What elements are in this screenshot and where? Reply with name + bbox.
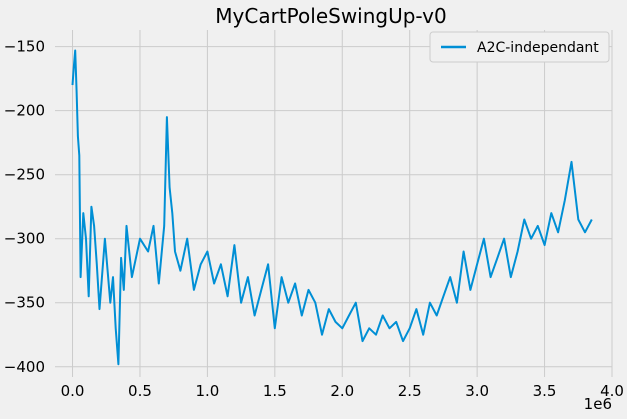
y-tick-label: −200 [4, 102, 45, 120]
y-axis-ticks: −150 −200 −250 −300 −350 −400 [4, 38, 45, 376]
x-axis-offset-label: 1e6 [584, 395, 612, 413]
y-tick-label: −150 [4, 38, 45, 56]
legend-label: A2C-independant [477, 40, 599, 56]
x-axis-ticks: 0.0 0.5 1.0 1.5 2.0 2.5 3.0 3.5 4.0 [61, 382, 624, 400]
y-tick-label: −400 [4, 358, 45, 376]
x-tick-label: 0.5 [128, 382, 152, 400]
x-tick-label: 1.5 [263, 382, 287, 400]
x-tick-label: 1.0 [195, 382, 219, 400]
legend: A2C-independant [429, 31, 610, 63]
y-tick-label: −350 [4, 294, 45, 312]
x-tick-label: 3.5 [533, 382, 557, 400]
chart-title: MyCartPoleSwingUp-v0 [215, 4, 446, 28]
y-tick-label: −250 [4, 166, 45, 184]
y-tick-label: −300 [4, 230, 45, 248]
legend-box [429, 31, 610, 63]
x-tick-label: 3.0 [465, 382, 489, 400]
grid [55, 30, 613, 377]
x-tick-label: 2.5 [398, 382, 422, 400]
series-line [71, 49, 593, 366]
x-tick-label: 4.0 [600, 382, 624, 400]
series-layer [71, 49, 593, 366]
x-tick-label: 2.0 [330, 382, 354, 400]
x-tick-label: 0.0 [61, 382, 85, 400]
